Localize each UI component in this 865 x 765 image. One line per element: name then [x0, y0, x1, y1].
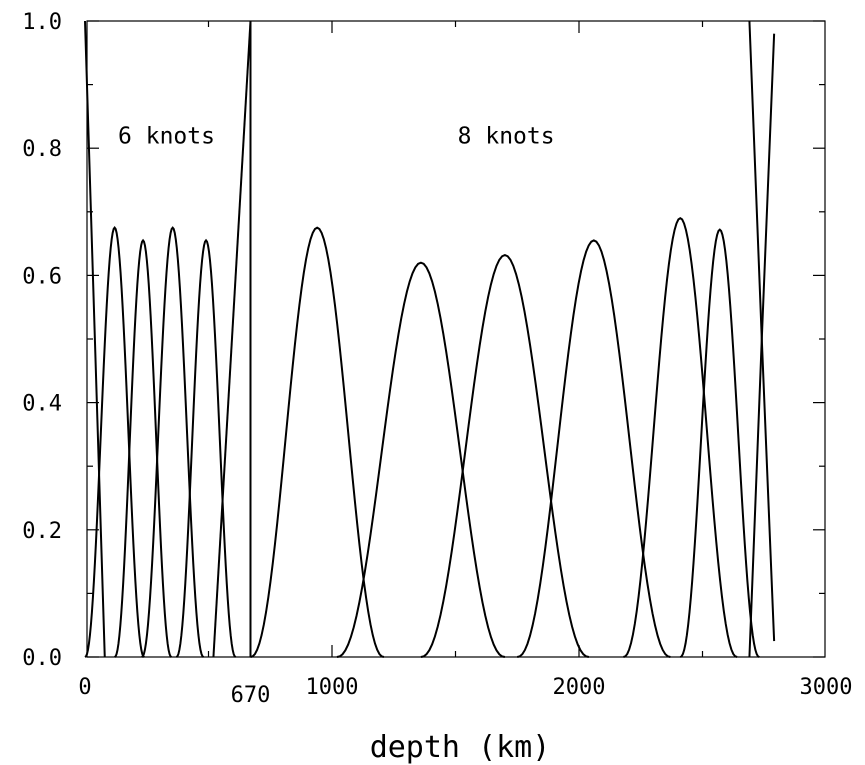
x-tick-label: 1000	[306, 675, 359, 700]
y-axis: 0.0 0.2 0.4 0.6 0.8 1.0	[22, 10, 825, 671]
series-line	[141, 226, 205, 658]
series-line	[748, 20, 776, 642]
y-tick-label: 1.0	[22, 10, 62, 35]
x-tick-label: 2000	[553, 675, 606, 700]
x-tick-label: 670	[231, 683, 271, 708]
series-line	[212, 20, 252, 658]
x-tick-label: 0	[78, 675, 91, 700]
y-tick-label: 0.0	[22, 646, 62, 671]
series-line	[175, 238, 237, 658]
x-axis-title: depth (km)	[370, 730, 551, 765]
y-tick-label: 0.8	[22, 137, 62, 162]
basis-curves	[84, 20, 776, 658]
series-line	[84, 20, 106, 658]
series-line	[114, 238, 173, 658]
x-axis: 0 670 1000 2000 3000	[78, 21, 852, 708]
y-tick-label: 0.6	[22, 264, 62, 289]
x-tick-label: 3000	[800, 675, 853, 700]
series-line	[517, 239, 671, 658]
series-line	[679, 228, 760, 658]
annotations: 6 knots 8 knots	[118, 123, 555, 149]
series-line	[250, 226, 385, 658]
series-line	[420, 253, 590, 658]
y-tick-label: 0.4	[22, 392, 62, 417]
series-line	[336, 261, 506, 658]
series-line	[84, 226, 145, 658]
knots-annotation: 8 knots	[458, 123, 555, 149]
y-tick-label: 0.2	[22, 519, 62, 544]
series-line	[623, 216, 738, 658]
knots-annotation: 6 knots	[118, 123, 215, 149]
